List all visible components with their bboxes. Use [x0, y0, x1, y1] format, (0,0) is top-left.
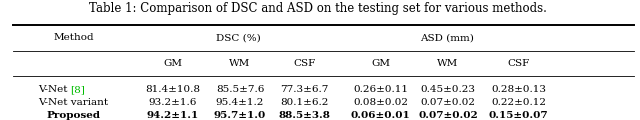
Text: GM: GM	[371, 59, 390, 67]
Text: 0.26±0.11: 0.26±0.11	[353, 85, 408, 94]
Text: 0.07±0.02: 0.07±0.02	[420, 98, 476, 107]
Text: 0.22±0.12: 0.22±0.12	[491, 98, 546, 107]
Text: ASD (mm): ASD (mm)	[420, 33, 474, 42]
Text: 0.45±0.23: 0.45±0.23	[420, 85, 476, 94]
Text: 0.06±0.01: 0.06±0.01	[351, 111, 411, 120]
Text: 88.5±3.8: 88.5±3.8	[278, 111, 330, 120]
Text: GM: GM	[163, 59, 182, 67]
Text: [8]: [8]	[70, 85, 85, 94]
Text: 0.28±0.13: 0.28±0.13	[491, 85, 546, 94]
Text: Method: Method	[53, 33, 94, 42]
Text: 95.7±1.0: 95.7±1.0	[214, 111, 266, 120]
Text: 0.08±0.02: 0.08±0.02	[353, 98, 408, 107]
Text: V-Net: V-Net	[38, 85, 70, 94]
Text: 93.2±1.6: 93.2±1.6	[148, 98, 197, 107]
Text: 94.2±1.1: 94.2±1.1	[147, 111, 199, 120]
Text: 81.4±10.8: 81.4±10.8	[145, 85, 200, 94]
Text: V-Net variant: V-Net variant	[38, 98, 109, 107]
Text: CSF: CSF	[293, 59, 315, 67]
Text: 0.15±0.07: 0.15±0.07	[488, 111, 548, 120]
Text: WM: WM	[229, 59, 251, 67]
Text: 77.3±6.7: 77.3±6.7	[280, 85, 328, 94]
Text: DSC (%): DSC (%)	[216, 33, 261, 42]
Text: 80.1±6.2: 80.1±6.2	[280, 98, 328, 107]
Text: 95.4±1.2: 95.4±1.2	[216, 98, 264, 107]
Text: WM: WM	[437, 59, 459, 67]
Text: CSF: CSF	[508, 59, 529, 67]
Text: 0.07±0.02: 0.07±0.02	[418, 111, 478, 120]
Text: Table 1: Comparison of DSC and ASD on the testing set for various methods.: Table 1: Comparison of DSC and ASD on th…	[89, 2, 547, 15]
Text: 85.5±7.6: 85.5±7.6	[216, 85, 264, 94]
Text: Proposed: Proposed	[47, 111, 100, 120]
